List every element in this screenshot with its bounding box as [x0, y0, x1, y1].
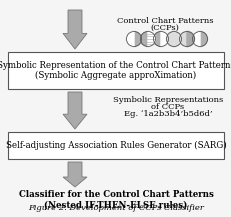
- FancyBboxPatch shape: [8, 52, 223, 89]
- Wedge shape: [160, 31, 168, 46]
- Circle shape: [126, 31, 141, 46]
- Polygon shape: [63, 162, 87, 187]
- Circle shape: [140, 31, 155, 46]
- Text: Figure 2. Development of CCPs Classifier: Figure 2. Development of CCPs Classifier: [28, 204, 203, 212]
- Polygon shape: [63, 92, 87, 129]
- Text: (CCPs): (CCPs): [150, 24, 179, 32]
- Text: Symbolic Representations: Symbolic Representations: [112, 96, 222, 104]
- Circle shape: [153, 31, 168, 46]
- Wedge shape: [186, 31, 194, 46]
- Text: Self-adjusting Association Rules Generator (SARG): Self-adjusting Association Rules Generat…: [6, 141, 225, 150]
- Text: Eg. ‘1a2b3b4’b5d6d’: Eg. ‘1a2b3b4’b5d6d’: [123, 110, 211, 118]
- Wedge shape: [126, 31, 134, 46]
- Polygon shape: [63, 10, 87, 49]
- Wedge shape: [192, 31, 199, 46]
- Text: of CCPs: of CCPs: [151, 103, 184, 111]
- Circle shape: [192, 31, 207, 46]
- Text: Classifier for the Control Chart Patterns
(Nested IF-THEN-ELSE rules): Classifier for the Control Chart Pattern…: [18, 190, 213, 210]
- Wedge shape: [147, 31, 155, 46]
- Text: Control Chart Patterns: Control Chart Patterns: [116, 17, 212, 25]
- Circle shape: [166, 31, 181, 46]
- Text: Symbolic Representation of the Control Chart Patterns
(Symbolic Aggregate approX: Symbolic Representation of the Control C…: [0, 61, 231, 80]
- FancyBboxPatch shape: [8, 132, 223, 159]
- Circle shape: [166, 31, 181, 46]
- Circle shape: [179, 31, 194, 46]
- Circle shape: [179, 31, 194, 46]
